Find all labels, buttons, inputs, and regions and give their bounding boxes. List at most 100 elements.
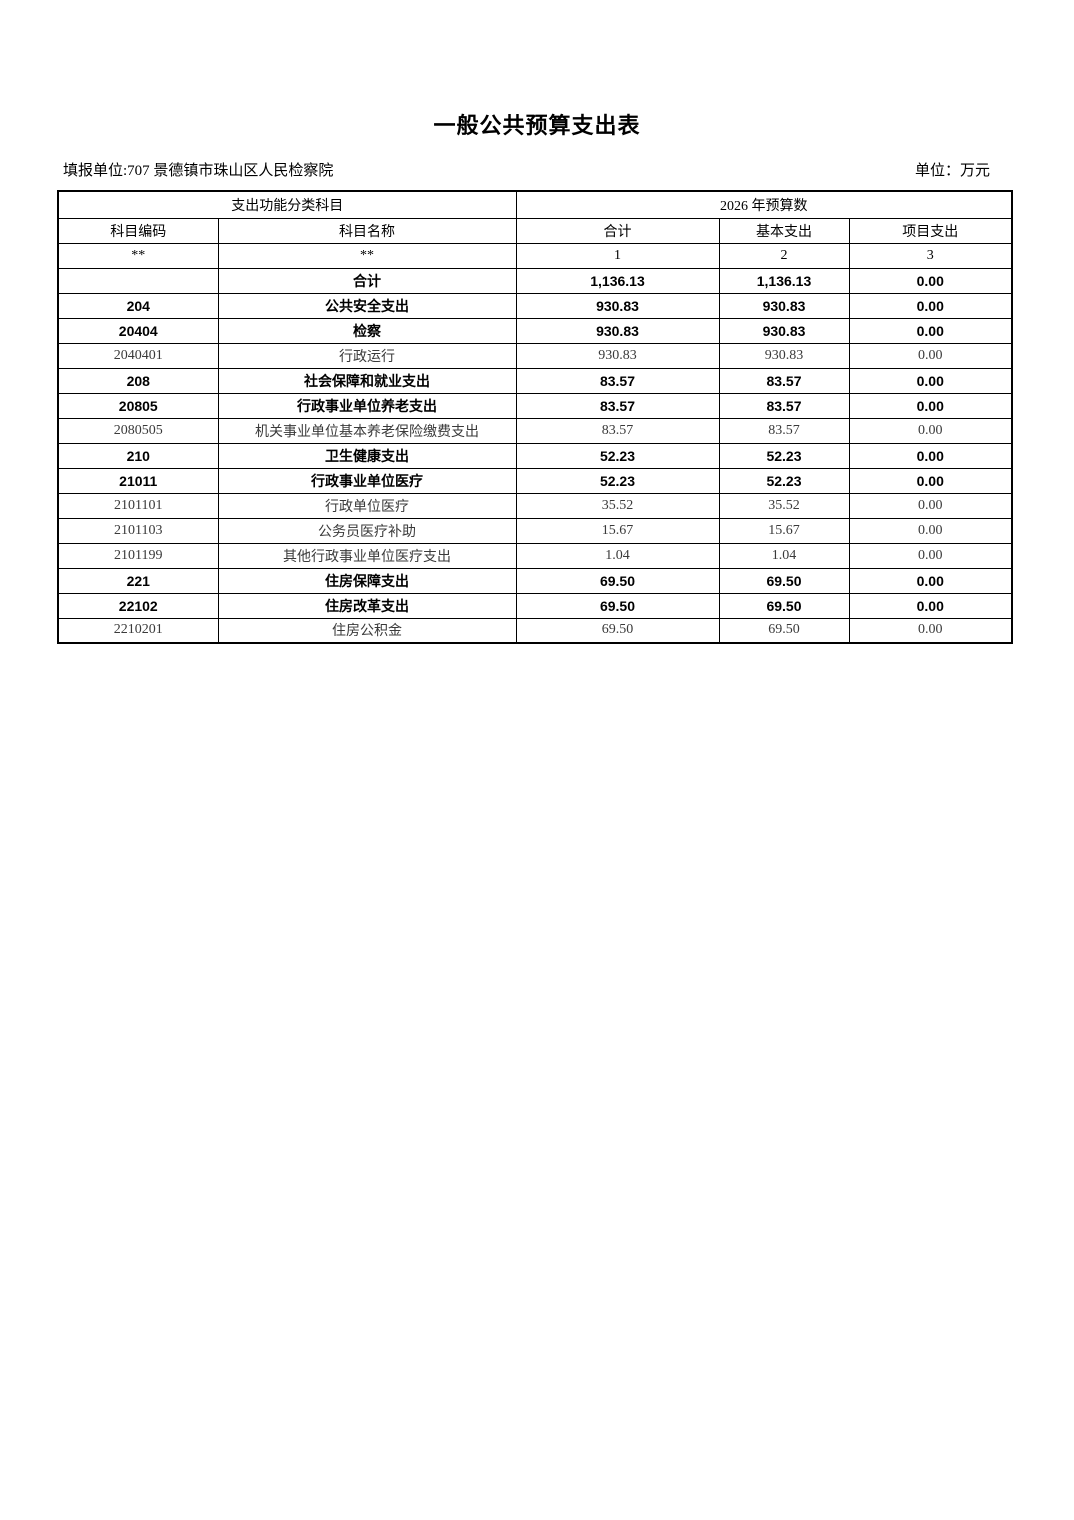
meta-row: 填报单位:707 景德镇市珠山区人民检察院 单位：万元 [63,159,990,180]
project-expense-cell: 0.00 [848,392,1013,419]
table-row: 2101101 行政单位医疗 35.52 35.52 0.00 [57,492,1013,519]
subject-name-cell: 行政运行 [217,342,517,369]
total-amount-cell: 69.50 [515,592,720,619]
project-expense-cell: 0.00 [848,467,1013,494]
table-row: 2101199 其他行政事业单位医疗支出 1.04 1.04 0.00 [57,542,1013,569]
project-expense-cell: 0.00 [848,517,1013,544]
subject-name-cell: 机关事业单位基本养老保险缴费支出 [217,417,517,444]
basic-expense-cell: 52.23 [718,442,850,469]
table-index-row: ** ** 1 2 3 [57,242,1013,269]
total-amount-cell: 930.83 [515,342,720,369]
total-amount-cell: 69.50 [515,567,720,594]
table-row: 2040401 行政运行 930.83 930.83 0.00 [57,342,1013,369]
subject-name-cell: 公共安全支出 [217,292,517,319]
basic-expense-cell: 930.83 [718,292,850,319]
subject-name-cell: 合计 [217,267,517,294]
project-expense-cell: 0.00 [848,442,1013,469]
table-row: 210 卫生健康支出 52.23 52.23 0.00 [57,442,1013,469]
basic-expense-cell: 930.83 [718,317,850,344]
subject-name-cell: 其他行政事业单位医疗支出 [217,542,517,569]
total-amount-cell: 69.50 [515,617,720,644]
column-header-code: 科目编码 [57,217,219,244]
subject-name-cell: 住房保障支出 [217,567,517,594]
subject-name-cell: 检察 [217,317,517,344]
subject-code-cell: 2101103 [57,517,219,544]
index-cell-project: 3 [848,242,1013,269]
table-row: 20404 检察 930.83 930.83 0.00 [57,317,1013,344]
unit-note-label: 单位：万元 [914,163,990,179]
subject-code-cell: 204 [57,292,219,319]
subject-name-cell: 行政单位医疗 [217,492,517,519]
project-expense-cell: 0.00 [848,292,1013,319]
subject-code-cell: 210 [57,442,219,469]
index-cell-basic: 2 [718,242,850,269]
column-header-total: 合计 [515,217,720,244]
subject-code-cell: 20805 [57,392,219,419]
subject-code-cell: 20404 [57,317,219,344]
project-expense-cell: 0.00 [848,317,1013,344]
basic-expense-cell: 35.52 [718,492,850,519]
table-row: 2101103 公务员医疗补助 15.67 15.67 0.00 [57,517,1013,544]
subject-code-cell: 221 [57,567,219,594]
total-amount-cell: 35.52 [515,492,720,519]
subject-name-cell: 行政事业单位养老支出 [217,392,517,419]
subject-name-cell: 住房公积金 [217,617,517,644]
table-row: 2080505 机关事业单位基本养老保险缴费支出 83.57 83.57 0.00 [57,417,1013,444]
subject-code-cell: 2210201 [57,617,219,644]
index-cell-name: ** [217,242,517,269]
subject-code-cell: 22102 [57,592,219,619]
budget-table: 支出功能分类科目 2026 年预算数 科目编码 科目名称 合计 基本支出 项目支… [57,190,1014,644]
subject-code-cell: 2101199 [57,542,219,569]
project-expense-cell: 0.00 [848,367,1013,394]
basic-expense-cell: 1,136.13 [718,267,850,294]
total-amount-cell: 930.83 [515,317,720,344]
basic-expense-cell: 83.57 [718,367,850,394]
table-row: 22102 住房改革支出 69.50 69.50 0.00 [57,592,1013,619]
function-class-group-header: 支出功能分类科目 [57,190,517,219]
project-expense-cell: 0.00 [848,492,1013,519]
index-cell-total: 1 [515,242,720,269]
table-row: 208 社会保障和就业支出 83.57 83.57 0.00 [57,367,1013,394]
project-expense-cell: 0.00 [848,342,1013,369]
total-amount-cell: 83.57 [515,392,720,419]
reporting-unit-label: 填报单位:707 景德镇市珠山区人民检察院 [63,163,334,179]
subject-name-cell: 行政事业单位医疗 [217,467,517,494]
total-amount-cell: 1,136.13 [515,267,720,294]
table-row: 合计 1,136.13 1,136.13 0.00 [57,267,1013,294]
subject-code-cell [57,267,219,294]
total-amount-cell: 52.23 [515,442,720,469]
table-row: 20805 行政事业单位养老支出 83.57 83.57 0.00 [57,392,1013,419]
basic-expense-cell: 83.57 [718,392,850,419]
total-amount-cell: 83.57 [515,367,720,394]
index-cell-code: ** [57,242,219,269]
project-expense-cell: 0.00 [848,592,1013,619]
column-header-project: 项目支出 [848,217,1013,244]
basic-expense-cell: 69.50 [718,567,850,594]
total-amount-cell: 930.83 [515,292,720,319]
subject-code-cell: 208 [57,367,219,394]
project-expense-cell: 0.00 [848,617,1013,644]
project-expense-cell: 0.00 [848,417,1013,444]
table-row: 2210201 住房公积金 69.50 69.50 0.00 [57,617,1013,644]
table-column-header-row: 科目编码 科目名称 合计 基本支出 项目支出 [57,217,1013,244]
total-amount-cell: 15.67 [515,517,720,544]
subject-code-cell: 21011 [57,467,219,494]
project-expense-cell: 0.00 [848,542,1013,569]
project-expense-cell: 0.00 [848,267,1013,294]
basic-expense-cell: 15.67 [718,517,850,544]
basic-expense-cell: 1.04 [718,542,850,569]
table-group-header-row: 支出功能分类科目 2026 年预算数 [57,190,1013,219]
basic-expense-cell: 69.50 [718,592,850,619]
table-row: 21011 行政事业单位医疗 52.23 52.23 0.00 [57,467,1013,494]
subject-code-cell: 2040401 [57,342,219,369]
basic-expense-cell: 69.50 [718,617,850,644]
subject-code-cell: 2101101 [57,492,219,519]
table-body: 合计 1,136.13 1,136.13 0.00 204 公共安全支出 930.83 930… [57,267,1013,644]
page-title: 一般公共预算支出表 [433,113,641,138]
subject-code-cell: 2080505 [57,417,219,444]
column-header-basic: 基本支出 [718,217,850,244]
basic-expense-cell: 52.23 [718,467,850,494]
table-row: 221 住房保障支出 69.50 69.50 0.00 [57,567,1013,594]
total-amount-cell: 52.23 [515,467,720,494]
